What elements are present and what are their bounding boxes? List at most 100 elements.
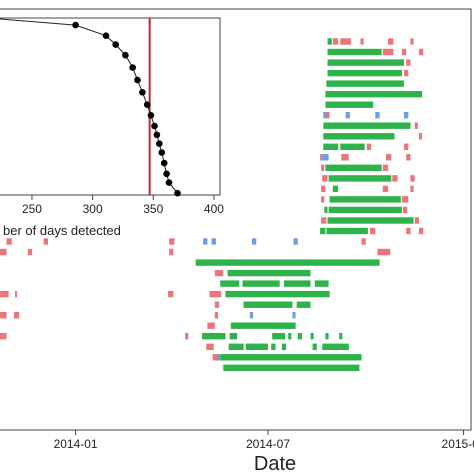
inset-point bbox=[139, 89, 146, 96]
timeline-bar-red bbox=[406, 154, 411, 161]
timeline-bar-green bbox=[272, 333, 285, 340]
main-plot-frame bbox=[0, 8, 472, 431]
timeline-bar-red bbox=[418, 48, 424, 56]
timeline-bar-red bbox=[401, 48, 407, 56]
timeline-bar-red bbox=[341, 154, 349, 161]
timeline-bar-green bbox=[223, 364, 360, 371]
timeline-bar-green bbox=[326, 80, 404, 87]
timeline-bar-green bbox=[329, 196, 401, 203]
timeline-bar-red bbox=[0, 312, 7, 319]
inset-x-tick-labels: 250 300 350 400 bbox=[22, 202, 224, 216]
inset-x-ticks bbox=[31, 195, 215, 200]
inset-point bbox=[122, 51, 129, 59]
timeline-bar-green bbox=[220, 280, 240, 287]
timeline-bar-blue bbox=[252, 238, 257, 245]
timeline-bar-red bbox=[360, 38, 364, 45]
timeline-bar-red bbox=[392, 175, 398, 182]
timeline-bar-green bbox=[314, 280, 329, 287]
timeline-bar-green bbox=[230, 322, 296, 329]
timeline-bar-red bbox=[322, 175, 328, 182]
timeline-bar-green bbox=[202, 333, 226, 340]
timeline-bar-red bbox=[410, 38, 414, 45]
timeline-bar-red bbox=[370, 227, 376, 235]
timeline-bar-green bbox=[220, 354, 362, 361]
timeline-bar-blue bbox=[293, 238, 298, 245]
timeline-bar-green bbox=[312, 343, 317, 350]
timeline-bar-blue bbox=[211, 238, 216, 245]
timeline-bar-red bbox=[366, 143, 372, 150]
inset-points bbox=[72, 21, 181, 197]
timeline-bar-green bbox=[195, 259, 380, 266]
inset-point bbox=[160, 159, 168, 167]
timeline-bar-green bbox=[328, 175, 392, 182]
timeline-bar-green bbox=[327, 48, 382, 56]
inset-x-tick-label: 250 bbox=[22, 202, 42, 216]
timeline-bar-red bbox=[418, 133, 423, 140]
inset-point bbox=[151, 122, 158, 130]
timeline-bar-green bbox=[228, 343, 244, 350]
timeline-bar-green bbox=[325, 333, 329, 340]
timeline-bar-red bbox=[320, 154, 323, 161]
timeline-bar-red bbox=[321, 185, 326, 193]
timeline-bar-red bbox=[410, 175, 415, 182]
timeline-bar-red bbox=[6, 238, 12, 245]
timeline-bar-red bbox=[388, 38, 394, 45]
inset-x-tick-label: 400 bbox=[204, 202, 224, 216]
timeline-bar-red bbox=[321, 196, 325, 203]
timeline-bar-red bbox=[0, 290, 9, 298]
timeline-bar-green bbox=[245, 343, 268, 350]
inset-point bbox=[147, 112, 155, 119]
timeline-bar-red bbox=[404, 143, 409, 150]
inset-point bbox=[158, 149, 166, 156]
timeline-bar-blue bbox=[292, 312, 296, 319]
inset-point bbox=[153, 131, 161, 139]
timeline-bar-blue bbox=[322, 154, 329, 161]
timeline-bar-green bbox=[242, 280, 280, 287]
timeline-bar-green bbox=[323, 122, 411, 129]
timeline-bar-blue bbox=[203, 238, 208, 245]
inset-point bbox=[72, 21, 79, 29]
inset-chart: 250 300 350 400 ber of days detected bbox=[0, 17, 224, 238]
timeline-bar-red bbox=[212, 354, 218, 361]
timeline-bar-blue bbox=[323, 112, 327, 119]
timeline-bar-red bbox=[410, 185, 414, 193]
inset-point bbox=[163, 170, 170, 178]
timeline-bar-red bbox=[332, 38, 339, 45]
inset-point bbox=[112, 41, 119, 48]
timeline-bar-green bbox=[288, 333, 292, 340]
timeline-bar-green bbox=[325, 101, 374, 108]
inset-x-tick-label: 300 bbox=[83, 202, 103, 216]
timeline-bar-green bbox=[327, 69, 402, 77]
timeline-bar-red bbox=[361, 238, 366, 245]
timeline-bar-red bbox=[326, 112, 330, 119]
timeline-bar-green bbox=[322, 343, 349, 350]
timeline-bar-red bbox=[214, 312, 218, 319]
timeline-bar-red bbox=[321, 164, 325, 171]
timeline-bar-green bbox=[283, 280, 311, 287]
timeline-bar-red bbox=[401, 196, 409, 203]
timeline-bar-green bbox=[297, 333, 302, 340]
main-x-ticks bbox=[75, 430, 465, 435]
timeline-bar-green bbox=[339, 333, 343, 340]
timeline-bar-green bbox=[227, 269, 311, 277]
timeline-bar-blue bbox=[404, 112, 409, 119]
main-chart: 2014-01 2014-07 2015-01 Date bbox=[0, 8, 474, 474]
timeline-bar-red bbox=[169, 248, 174, 256]
inset-point bbox=[129, 64, 136, 71]
timeline-bar-green bbox=[325, 164, 382, 171]
main-x-axis-title: Date bbox=[254, 453, 296, 474]
timeline-bar-green bbox=[323, 143, 339, 150]
timeline-bar-red bbox=[27, 248, 33, 256]
main-bars bbox=[0, 38, 424, 371]
timeline-bar-green bbox=[327, 59, 404, 66]
main-x-tick-label: 2015-01 bbox=[442, 437, 474, 451]
timeline-bar-green bbox=[271, 343, 276, 350]
timeline-bar-blue bbox=[218, 354, 221, 361]
timeline-bar-blue bbox=[249, 312, 254, 319]
timeline-bar-red bbox=[414, 217, 419, 224]
inset-point bbox=[174, 189, 181, 197]
timeline-bar-red bbox=[0, 333, 7, 340]
timeline-bar-green bbox=[326, 227, 368, 235]
timeline-bar-red bbox=[382, 48, 394, 56]
